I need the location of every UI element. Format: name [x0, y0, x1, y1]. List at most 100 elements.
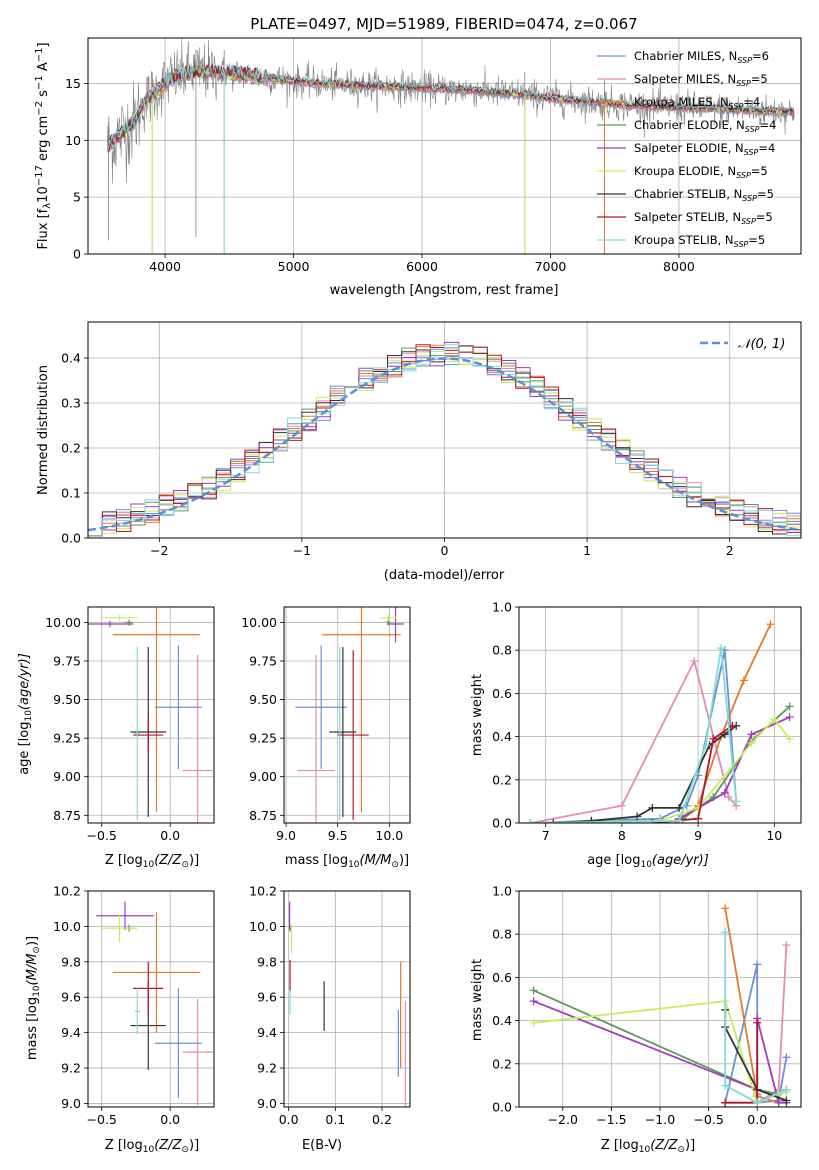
- y-tick-label: 1.0: [492, 600, 512, 615]
- x-tick-label: 0.0: [747, 1112, 767, 1127]
- y-tick-label: 0.2: [492, 772, 512, 787]
- axes-frame: [283, 890, 411, 1108]
- y-tick-label: 0.0: [492, 1100, 512, 1115]
- y-tick-label: 9.0: [257, 1096, 277, 1111]
- weight-vs-age-panel: age [log10(age/yr)] mass weight 7 8 9 10 0.0…: [470, 600, 802, 870]
- weight-marker-chabrier_stelib: [675, 803, 684, 812]
- y-tick-label: 8.75: [249, 808, 277, 823]
- spectrum-legend: Chabrier MILES, NSSP=6 Salpeter MILES, NS…: [597, 49, 776, 249]
- residual-hist-kroupa_stelib: [88, 344, 801, 537]
- plot-area: [295, 607, 404, 823]
- weight-line-kroupa_stelib: [724, 932, 787, 1104]
- age-vs-metallicity-panel: Z [log10(Z/Z⊙)] age [log10(age/yr)] −0.5…: [17, 606, 215, 870]
- weight-marker-kroupa_stelib: [732, 797, 741, 806]
- weight-marker-kroupa_stelib: [701, 741, 710, 750]
- residual-panel: (data-model)/error Normed distribution 𝒩…: [36, 321, 802, 583]
- y-tick-label: 10.0: [53, 919, 81, 934]
- weight-marker-chabrier_elodie: [785, 702, 794, 711]
- normal-curve: [88, 357, 801, 532]
- y-tick-label: 10.0: [249, 919, 277, 934]
- weight-marker-salpeter_miles: [782, 941, 791, 949]
- x-tick-label: 8000: [663, 259, 695, 274]
- weight-marker-kroupa_miles: [721, 904, 730, 913]
- y-tick-label: 9.2: [257, 1061, 277, 1076]
- weight-vs-metallicity-panel: Z [log10(Z/Z⊙)] mass weight −2.0 −1.5 −1.0…: [470, 884, 802, 1155]
- y-tick-label: 5: [73, 190, 81, 205]
- legend-label-kroupa_stelib: Kroupa STELIB, NSSP=5: [634, 233, 765, 249]
- y-tick-label: 0.2: [61, 441, 81, 456]
- x-tick-label: 0: [441, 543, 449, 558]
- weight-age-ylabel: mass weight: [470, 674, 485, 756]
- x-tick-label: 1: [583, 543, 591, 558]
- y-tick-label: 8.75: [53, 808, 81, 823]
- spectrum-panel: PLATE=0497, MJD=51989, FIBERID=0474, z=0…: [34, 15, 802, 298]
- weight-marker-chabrier_elodie: [529, 986, 538, 995]
- weight-z-ylabel: mass weight: [470, 959, 485, 1041]
- x-tick-label: 7: [542, 828, 550, 843]
- y-tick-label: 0.4: [61, 351, 81, 366]
- weight-marker-salpeter_stelib: [753, 1018, 762, 1027]
- x-tick-label: 10: [766, 828, 782, 843]
- x-tick-label: −2: [150, 543, 168, 558]
- weight-marker-salpeter_miles: [724, 793, 733, 802]
- x-tick-label: 6000: [406, 259, 438, 274]
- y-tick-label: 15: [65, 76, 81, 91]
- axes-frame: [87, 890, 215, 1108]
- y-tick-label: 9.4: [61, 1025, 81, 1040]
- y-tick-label: 0.1: [61, 486, 81, 501]
- weight-marker-chabrier_miles: [782, 1053, 791, 1062]
- y-tick-label: 9.8: [257, 954, 277, 969]
- legend-label-salpeter_stelib: Salpeter STELIB, NSSP=5: [634, 210, 773, 226]
- x-tick-label: −1.5: [596, 1112, 626, 1127]
- y-tick-label: 9.25: [53, 731, 81, 746]
- axes-frame: [87, 321, 802, 539]
- legend-label-salpeter_elodie: Salpeter ELODIE, NSSP=4: [634, 141, 775, 157]
- y-tick-label: 0.3: [61, 396, 81, 411]
- mass-ebv-xlabel: E(B-V): [302, 1138, 342, 1153]
- mass-vs-extinction-panel: E(B-V) 0.0 0.1 0.2 9.0 9.2 9.4 9.6 9.8 10.0 10.2: [249, 884, 411, 1153]
- x-tick-label: 9.5: [328, 828, 348, 843]
- y-tick-label: 9.8: [61, 954, 81, 969]
- y-tick-label: 9.25: [249, 731, 277, 746]
- y-tick-label: 0.6: [492, 970, 512, 985]
- y-tick-label: 9.50: [249, 692, 277, 707]
- x-tick-label: 0.1: [325, 1112, 345, 1127]
- legend-label-chabrier_elodie: Chabrier ELODIE, NSSP=4: [634, 118, 776, 134]
- y-tick-label: 0: [73, 247, 81, 262]
- x-tick-label: −0.5: [693, 1112, 723, 1127]
- x-tick-label: −0.5: [87, 828, 117, 843]
- y-tick-label: 10: [65, 133, 81, 148]
- normal-legend-label: 𝒩(0, 1): [738, 337, 785, 352]
- weight-marker-kroupa_elodie: [529, 1018, 538, 1027]
- weight-marker-salpeter_elodie: [720, 788, 729, 797]
- spectrum-xlabel: wavelength [Angstrom, rest frame]: [330, 283, 559, 298]
- weight-marker-kroupa_stelib: [753, 1098, 762, 1107]
- weight-marker-salpeter_elodie: [747, 730, 756, 739]
- y-tick-label: 0.2: [492, 1056, 512, 1071]
- y-tick-label: 9.2: [61, 1061, 81, 1076]
- weight-marker-kroupa_stelib: [721, 1081, 730, 1090]
- x-tick-label: 0.0: [279, 1112, 299, 1127]
- weight-line-chabrier_miles: [724, 964, 788, 1104]
- plot-area: [88, 607, 213, 823]
- y-tick-label: 0.8: [492, 643, 512, 658]
- weight-age-xlabel: age [log10(age/yr)]: [587, 853, 709, 870]
- axes-frame: [87, 606, 215, 824]
- y-tick-label: 9.0: [61, 1096, 81, 1111]
- x-tick-label: 7000: [535, 259, 567, 274]
- weight-marker-kroupa_miles: [739, 676, 748, 685]
- weight-marker-kroupa_elodie: [770, 715, 779, 724]
- weight-marker-salpeter_stelib: [721, 1098, 730, 1107]
- y-tick-label: 9.50: [53, 692, 81, 707]
- y-tick-label: 9.00: [53, 769, 81, 784]
- plot-area: [107, 38, 795, 254]
- weight-z-xlabel: Z [log10(Z/Z⊙)]: [601, 1138, 695, 1155]
- y-tick-label: 9.00: [249, 769, 277, 784]
- weight-marker-kroupa_stelib: [716, 644, 725, 653]
- plot-area: [88, 341, 801, 537]
- y-tick-label: 0.4: [492, 729, 512, 744]
- y-tick-label: 10.2: [53, 884, 81, 899]
- weight-marker-chabrier_miles: [753, 960, 762, 969]
- weight-marker-chabrier_stelib: [782, 1096, 791, 1105]
- axes-frame: [283, 606, 411, 824]
